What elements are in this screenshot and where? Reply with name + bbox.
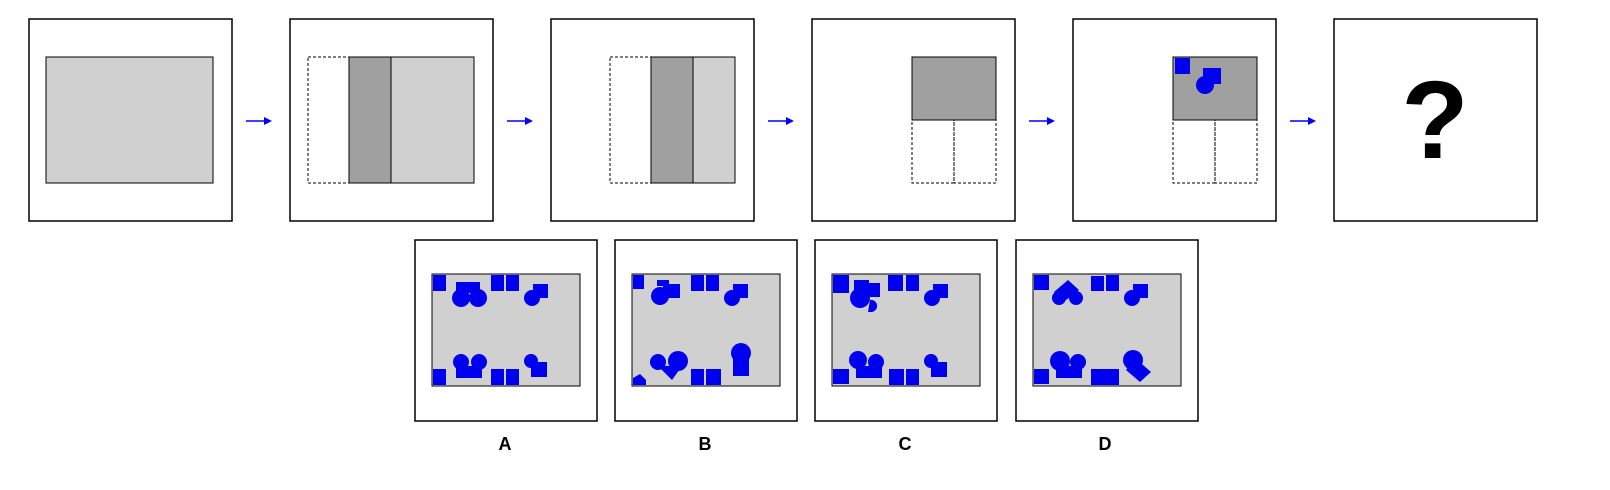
arrow-3 bbox=[768, 117, 794, 125]
step-5-ghost-bottom-left bbox=[1172, 119, 1216, 184]
arrow-1 bbox=[246, 117, 272, 125]
step-3-panel bbox=[550, 18, 755, 222]
step-5-ghost-bottom-right bbox=[1214, 119, 1258, 184]
option-b-holes bbox=[633, 275, 751, 385]
arrow-2 bbox=[507, 117, 533, 125]
step-4-ghost-bottom-left bbox=[911, 119, 955, 184]
answer-frame bbox=[1333, 18, 1538, 222]
step-3-folded-strip bbox=[650, 56, 694, 184]
option-a[interactable]: A bbox=[414, 239, 598, 454]
step-1-panel bbox=[28, 18, 233, 222]
step-2-panel bbox=[289, 18, 494, 222]
option-a-label: A bbox=[499, 434, 512, 454]
step-2-ghost-outline bbox=[307, 56, 350, 184]
arrow-5 bbox=[1290, 117, 1316, 125]
arrow-4 bbox=[1029, 117, 1055, 125]
option-c-label: C bbox=[899, 434, 912, 454]
option-c-holes bbox=[833, 275, 948, 385]
step-3-ghost-outline bbox=[609, 56, 652, 184]
step-5-panel bbox=[1072, 18, 1277, 222]
step-2-paper-right bbox=[390, 56, 475, 184]
step-4-folded-top bbox=[911, 56, 997, 121]
step-4-ghost-bottom-right bbox=[953, 119, 997, 184]
option-d-holes bbox=[1034, 275, 1151, 385]
step-2-folded-strip bbox=[348, 56, 392, 184]
option-a-holes bbox=[433, 275, 548, 385]
step-3-paper-right bbox=[692, 56, 736, 184]
step-4-panel bbox=[811, 18, 1016, 222]
option-c[interactable]: C bbox=[814, 239, 998, 454]
option-b[interactable]: B bbox=[614, 239, 798, 454]
answer-panel: ? bbox=[1333, 18, 1538, 222]
punch-square-hole bbox=[1175, 58, 1190, 74]
option-b-label: B bbox=[699, 434, 712, 454]
step-5-punch-holes bbox=[1175, 58, 1221, 94]
question-mark: ? bbox=[1401, 59, 1468, 182]
option-d-label: D bbox=[1099, 434, 1112, 454]
step-1-paper bbox=[45, 56, 214, 184]
punch-circle-hole bbox=[1196, 76, 1214, 94]
option-d[interactable]: D bbox=[1015, 239, 1199, 454]
